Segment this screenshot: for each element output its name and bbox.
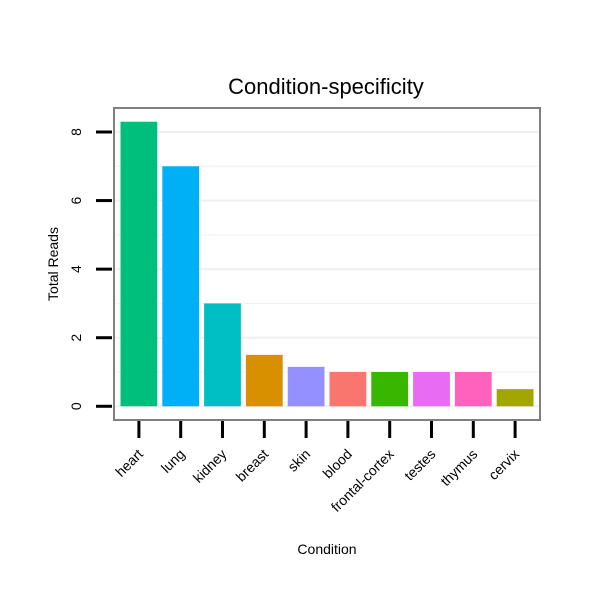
bar-heart (120, 121, 158, 407)
y-tick-label: 2 (68, 334, 84, 342)
chart-title: Condition-specificity (228, 74, 424, 99)
y-tick-label: 6 (68, 196, 84, 204)
bar-thymus (454, 372, 492, 407)
x-tick-label: heart (112, 446, 146, 480)
x-axis-label: Condition (297, 541, 356, 557)
x-tick-label: lung (158, 446, 188, 476)
bar-lung (162, 166, 200, 407)
x-tick-label: skin (284, 446, 313, 475)
y-axis: 0 2 4 6 8 (68, 128, 112, 410)
bar-skin (287, 366, 325, 407)
x-tick-label: kidney (190, 446, 230, 486)
y-tick-label: 4 (68, 265, 84, 273)
y-tick-label: 0 (68, 402, 84, 410)
plot-border (113, 107, 541, 421)
x-axis: heart lung kidney breast skin bloodfrontal-co… (112, 421, 522, 515)
x-tick-label: thymus (437, 446, 480, 489)
bar-breast (245, 354, 283, 407)
x-tick-label: testes (401, 446, 439, 484)
x-tick-label: cervix (485, 446, 522, 483)
bar-testes (413, 372, 450, 407)
bars (120, 121, 534, 407)
bar-kidney (204, 303, 241, 407)
x-tick-label: blood (319, 446, 355, 482)
y-tick-label: 8 (68, 128, 84, 136)
bar-frontal-cortex (371, 372, 409, 407)
bar-blood (329, 372, 367, 407)
x-tick-label: breast (233, 446, 272, 485)
y-axis-label: Total Reads (45, 227, 61, 301)
bar-cervix (496, 389, 534, 407)
